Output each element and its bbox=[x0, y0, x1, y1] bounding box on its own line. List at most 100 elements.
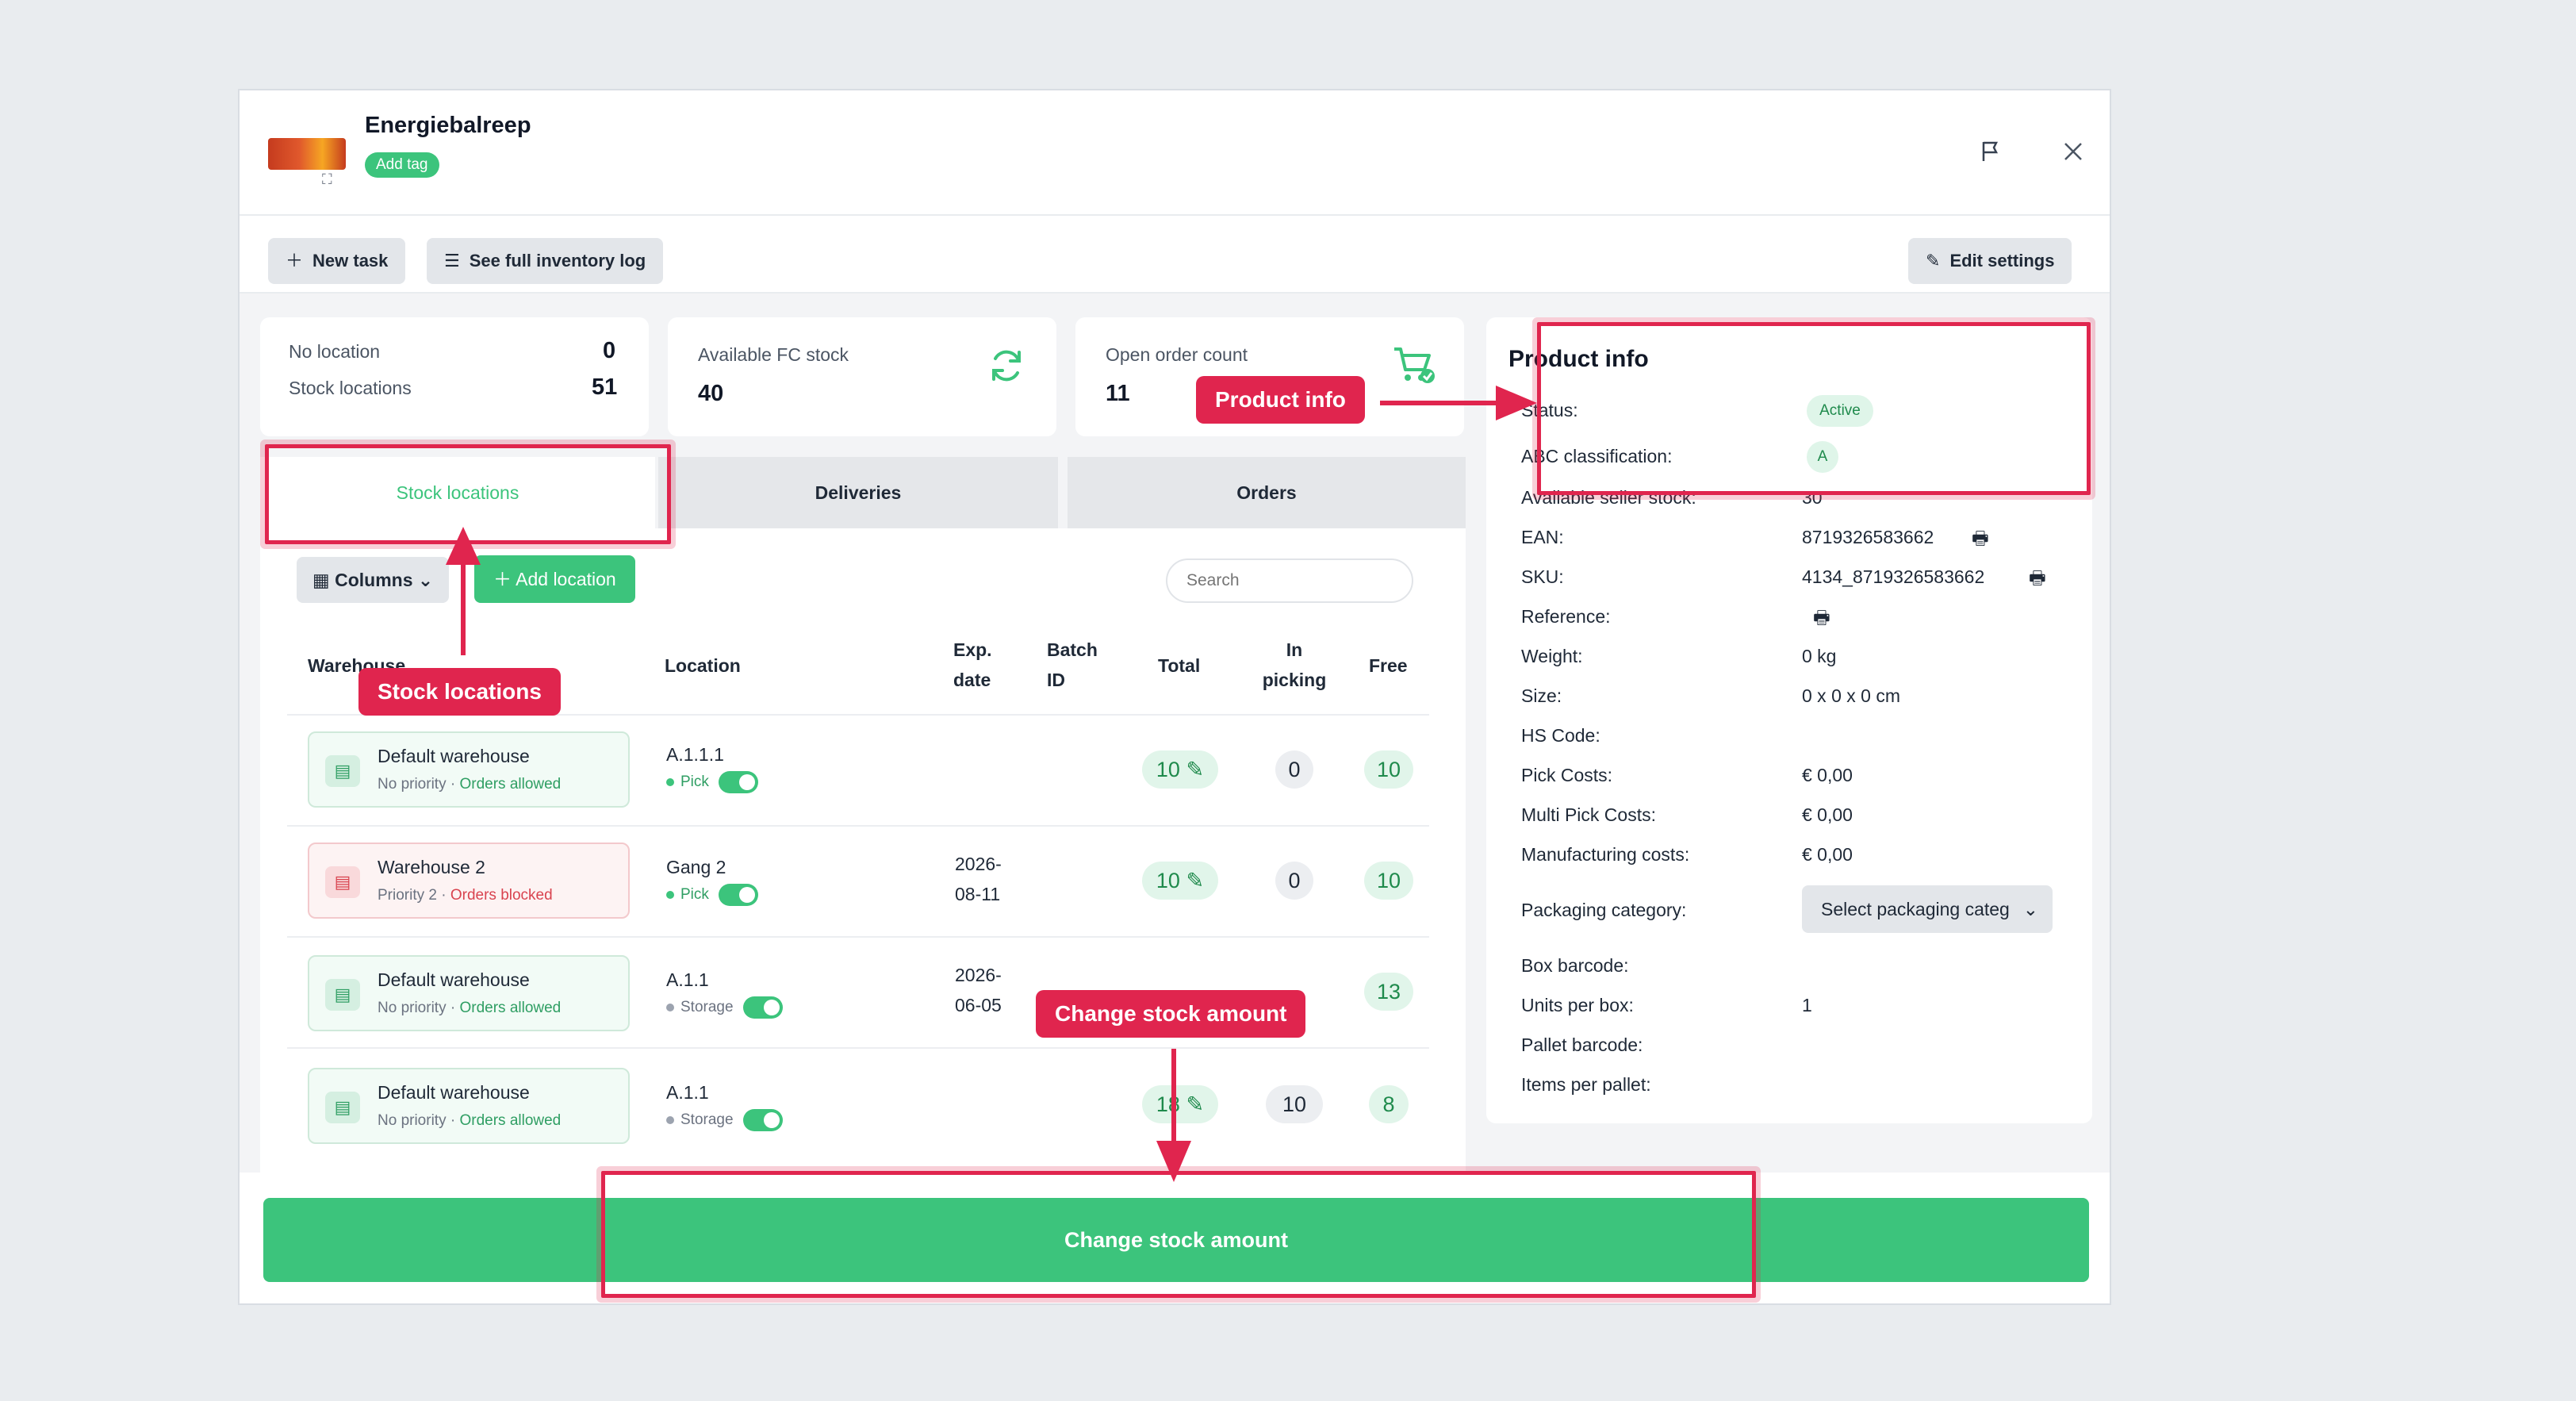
open-order-label: Open order count bbox=[1106, 344, 1248, 365]
warehouse-badge[interactable]: ▤ Warehouse 2 Priority 2 · Orders blocke… bbox=[308, 843, 630, 919]
location-summary-card bbox=[260, 317, 649, 436]
location-name[interactable]: Gang 2 bbox=[666, 857, 726, 877]
fc-stock-card bbox=[668, 317, 1056, 436]
close-icon[interactable] bbox=[2056, 138, 2091, 173]
pick-costs-label: Pick Costs: bbox=[1521, 765, 1613, 785]
units-per-box-value: 1 bbox=[1802, 995, 1812, 1015]
warehouse-meta: No priority · Orders allowed bbox=[378, 1000, 562, 1016]
warehouse-orders-status: Orders blocked bbox=[450, 887, 553, 904]
plus-icon: ＋ bbox=[286, 251, 304, 271]
row-divider bbox=[287, 1047, 1429, 1049]
callout-change-stock: Change stock amount bbox=[1036, 990, 1306, 1038]
free-pill: 13 bbox=[1364, 973, 1413, 1011]
in-picking-pill: 10 bbox=[1266, 1085, 1323, 1123]
product-info-title: Product info bbox=[1508, 346, 1649, 372]
location-toggle[interactable] bbox=[718, 771, 758, 793]
tab-deliveries[interactable]: Deliveries bbox=[658, 457, 1058, 528]
sku-value: 4134_8719326583662 bbox=[1802, 566, 1985, 587]
open-order-value: 11 bbox=[1106, 381, 1130, 406]
pencil-icon: ✎ bbox=[1186, 758, 1205, 781]
stock-locations-label: Stock locations bbox=[289, 378, 412, 398]
warehouse-name: Warehouse 2 bbox=[378, 857, 485, 877]
header-batch-id[interactable]: Batch ID bbox=[1047, 639, 1098, 690]
add-tag-button[interactable]: Add tag bbox=[365, 152, 439, 178]
available-fc-value: 40 bbox=[698, 381, 724, 406]
available-fc-label: Available FC stock bbox=[698, 344, 849, 365]
packaging-select-value: Select packaging categ bbox=[1821, 899, 2010, 919]
manufacturing-value: € 0,00 bbox=[1802, 844, 1853, 865]
product-title: Energiebalreep bbox=[365, 113, 531, 138]
print-icon[interactable]: 🖶 bbox=[2029, 567, 2046, 588]
expand-icon[interactable]: ⛶ bbox=[322, 171, 332, 187]
inventory-log-button[interactable]: ☰ See full inventory log bbox=[427, 238, 664, 284]
location-name[interactable]: A.1.1.1 bbox=[666, 744, 724, 765]
warehouse-priority: No priority bbox=[378, 776, 447, 793]
location-mode-label: Pick bbox=[680, 773, 709, 791]
warehouse-orders-status: Orders allowed bbox=[459, 1000, 562, 1016]
action-toolbar: ＋ New task ☰ See full inventory log ✎ Edit … bbox=[240, 216, 2110, 294]
flag-icon[interactable] bbox=[1973, 138, 2008, 173]
warehouse-badge[interactable]: ▤ Default warehouse No priority · Orders… bbox=[308, 1068, 630, 1144]
location-name[interactable]: A.1.1 bbox=[666, 1082, 709, 1103]
header-free[interactable]: Free bbox=[1369, 655, 1408, 676]
pencil-icon: ✎ bbox=[1186, 869, 1205, 892]
manufacturing-label: Manufacturing costs: bbox=[1521, 844, 1690, 865]
warehouse-badge[interactable]: ▤ Default warehouse No priority · Orders… bbox=[308, 955, 630, 1031]
print-icon[interactable]: 🖶 bbox=[1813, 607, 1830, 628]
location-toggle[interactable] bbox=[742, 996, 783, 1019]
tab-stock-locations[interactable]: Stock locations bbox=[260, 457, 655, 528]
in-picking-pill: 0 bbox=[1275, 750, 1313, 789]
columns-label: Columns bbox=[335, 570, 413, 590]
new-task-label: New task bbox=[312, 251, 389, 271]
free-pill: 8 bbox=[1369, 1085, 1409, 1123]
warehouse-name: Default warehouse bbox=[378, 746, 530, 766]
location-name[interactable]: A.1.1 bbox=[666, 969, 709, 990]
total-value: 10 bbox=[1156, 758, 1180, 781]
location-mode-label: Storage bbox=[680, 1111, 734, 1129]
abc-label: ABC classification: bbox=[1521, 446, 1673, 466]
multi-pick-label: Multi Pick Costs: bbox=[1521, 804, 1656, 825]
callout-stock-locations: Stock locations bbox=[358, 668, 561, 716]
items-per-pallet-label: Items per pallet: bbox=[1521, 1074, 1651, 1095]
pencil-icon: ✎ bbox=[1186, 1092, 1205, 1116]
add-location-button[interactable]: ＋ Add location bbox=[474, 555, 635, 603]
total-stock-pill[interactable]: 18 ✎ bbox=[1142, 1085, 1218, 1123]
warehouse-orders-status: Orders allowed bbox=[459, 776, 562, 793]
product-thumbnail[interactable] bbox=[268, 138, 346, 170]
warehouse-name: Default warehouse bbox=[378, 1082, 530, 1103]
change-stock-button[interactable]: Change stock amount bbox=[263, 1198, 2089, 1282]
multi-pick-value: € 0,00 bbox=[1802, 804, 1853, 825]
abc-badge: A bbox=[1807, 441, 1838, 473]
edit-settings-button[interactable]: ✎ Edit settings bbox=[1908, 238, 2072, 284]
warehouse-icon: ▤ bbox=[325, 1092, 360, 1123]
location-toggle[interactable] bbox=[742, 1109, 783, 1131]
header-exp-date[interactable]: Exp. date bbox=[953, 639, 992, 690]
seller-stock-value: 30 bbox=[1802, 487, 1823, 508]
refresh-icon[interactable] bbox=[987, 346, 1026, 390]
location-toggle[interactable] bbox=[718, 884, 758, 906]
print-icon[interactable]: 🖶 bbox=[1972, 528, 1989, 548]
packaging-select[interactable]: Select packaging categ ⌄ bbox=[1802, 885, 2053, 933]
weight-label: Weight: bbox=[1521, 646, 1583, 666]
warehouse-badge[interactable]: ▤ Default warehouse No priority · Orders… bbox=[308, 731, 630, 808]
chevron-down-icon: ⌄ bbox=[2022, 899, 2038, 919]
callout-product-info: Product info bbox=[1196, 376, 1365, 424]
warehouse-meta: Priority 2 · Orders blocked bbox=[378, 887, 553, 904]
product-modal: ⛶ Energiebalreep Add tag ＋ New task ☰ See … bbox=[238, 89, 2111, 1305]
product-info-card bbox=[1486, 317, 2092, 1123]
tab-orders[interactable]: Orders bbox=[1068, 457, 1466, 528]
weight-value: 0 kg bbox=[1802, 646, 1837, 666]
warehouse-meta: No priority · Orders allowed bbox=[378, 776, 562, 793]
new-task-button[interactable]: ＋ New task bbox=[268, 238, 406, 284]
list-icon: ☰ bbox=[444, 251, 460, 271]
search-input[interactable] bbox=[1166, 558, 1413, 603]
total-stock-pill[interactable]: 10 ✎ bbox=[1142, 750, 1218, 789]
free-pill: 10 bbox=[1364, 750, 1413, 789]
highlight-change-stock bbox=[601, 1171, 1756, 1298]
header-in-picking[interactable]: In picking bbox=[1262, 639, 1327, 690]
packaging-label: Packaging category: bbox=[1521, 900, 1687, 920]
total-stock-pill[interactable]: 10 ✎ bbox=[1142, 862, 1218, 900]
header-location[interactable]: Location bbox=[665, 655, 741, 676]
columns-button[interactable]: ▦ Columns ⌄ bbox=[297, 557, 450, 603]
header-total[interactable]: Total bbox=[1158, 655, 1201, 676]
